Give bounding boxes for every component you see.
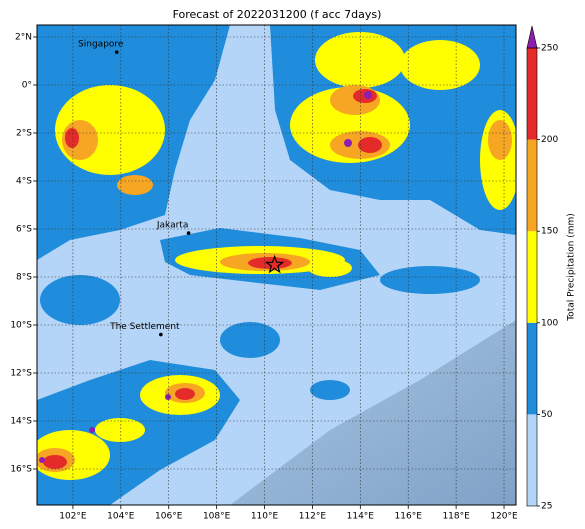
map-frame — [36, 24, 517, 506]
x-tick-label: 110°E — [251, 512, 279, 522]
colorbar-tick-label: 50 — [541, 410, 553, 420]
place-label: The Settlement — [109, 322, 180, 332]
overlay: Singapore Jakarta The Settlement — [78, 40, 285, 337]
colorbar-segment — [527, 322, 537, 415]
colorbar-tick-label: 150 — [541, 227, 558, 237]
colorbar-tick-label: 250 — [541, 44, 558, 54]
x-tick-label: 118°E — [442, 512, 470, 522]
y-tick-label: 0° — [22, 81, 32, 91]
x-tick-label: 114°E — [347, 512, 375, 522]
colorbar-segment — [527, 139, 537, 232]
colorbar-extension — [526, 25, 538, 49]
x-tick-label: 112°E — [299, 512, 327, 522]
colorbar: 25 50 100 150 200 250 — [526, 25, 558, 512]
colorbar-tick-label: 25 — [541, 502, 552, 512]
x-tick-label: 106°E — [155, 512, 183, 522]
colorbar-label: Total Precipitation (mm) — [567, 213, 577, 322]
colorbar-tick-label: 200 — [541, 135, 558, 145]
y-tick-label: 4°S — [16, 177, 32, 187]
colorbar-segment — [527, 414, 537, 506]
precip-field — [37, 25, 516, 505]
x-tick-label: 116°E — [395, 512, 423, 522]
place-dot — [114, 50, 119, 54]
y-tick-label: 2°S — [16, 129, 32, 139]
y-tick-label: 8°S — [16, 273, 32, 283]
colorbar-tick-label: 100 — [541, 318, 558, 328]
y-tick-label: 10°S — [10, 321, 32, 331]
location-star — [264, 254, 285, 274]
colorbar-segment — [527, 48, 537, 140]
x-tick-label: 104°E — [107, 512, 135, 522]
y-tick-label: 16°S — [10, 465, 32, 475]
x-tick-label: 108°E — [203, 512, 231, 522]
title: Forecast of 2022031200 (f acc 7days) — [173, 8, 382, 21]
y-tick-label: 14°S — [10, 417, 32, 427]
place-label: Singapore — [78, 40, 124, 50]
place-dot — [186, 231, 191, 235]
graticule: 102°E 104°E 106°E 108°E 110°E 112°E 114°E 116°E… — [10, 25, 518, 522]
colorbar-frame — [526, 47, 538, 507]
y-tick-label: 2°N — [15, 33, 32, 43]
place-label: Jakarta — [156, 221, 188, 231]
x-tick-label: 102°E — [59, 512, 87, 522]
y-tick-label: 6°S — [16, 225, 32, 235]
y-tick-label: 12°S — [10, 369, 32, 379]
colorbar-segment — [527, 231, 537, 323]
x-tick-label: 120°E — [490, 512, 518, 522]
place-dot — [159, 332, 163, 337]
